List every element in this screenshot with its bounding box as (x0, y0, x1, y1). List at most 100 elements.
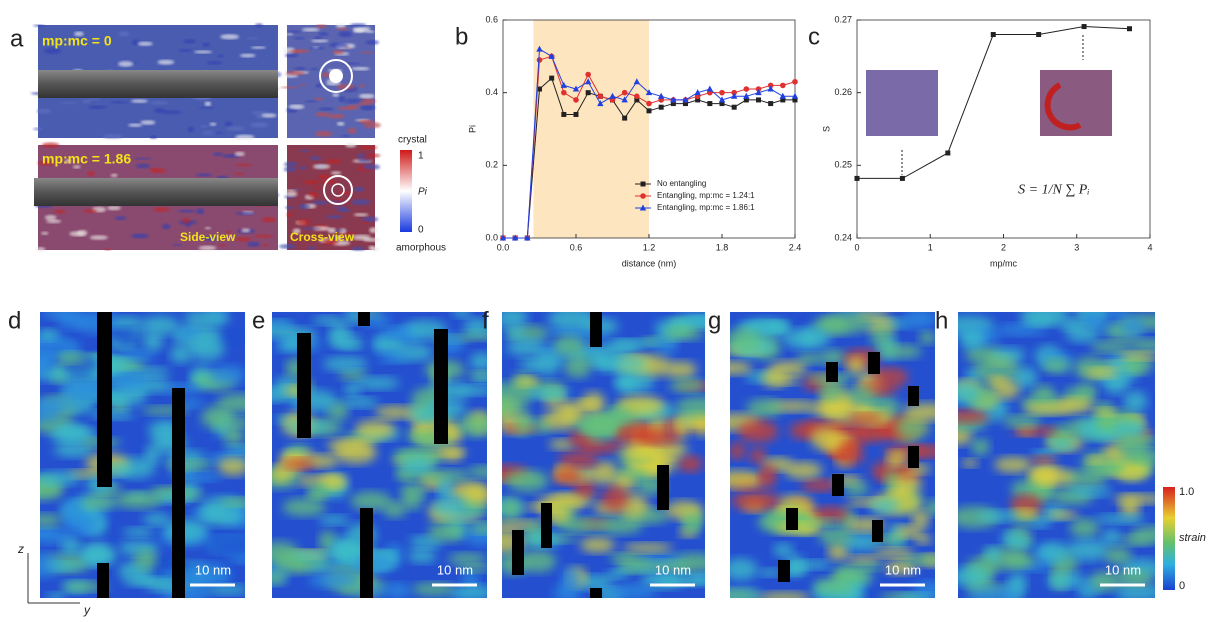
strain-blob (48, 562, 82, 571)
texture-blob (283, 166, 297, 172)
texture-blob (309, 68, 319, 71)
nanotube-block (908, 446, 919, 468)
texture-blob (339, 205, 347, 212)
strain-blob (686, 573, 705, 584)
x-tick-label: 0.0 (497, 242, 510, 252)
texture-blob (220, 34, 240, 40)
scale-bar-label: 10 nm (1105, 562, 1141, 577)
texture-blob (204, 101, 212, 107)
strain-blob (514, 376, 539, 388)
marker (670, 96, 677, 103)
strain-blob (1030, 455, 1057, 465)
inset-feature (1044, 82, 1082, 131)
panel-c-insets (866, 35, 1112, 175)
texture-blob (283, 161, 298, 167)
texture-blob (118, 61, 134, 67)
texture-blob (72, 165, 81, 169)
strain-map (730, 312, 935, 598)
texture-blob (132, 39, 140, 46)
strain-blob (758, 592, 811, 598)
marker (1081, 24, 1087, 30)
texture-blob (212, 152, 223, 157)
strain-blob (1089, 340, 1134, 353)
marker (743, 97, 749, 103)
texture-blob (318, 32, 329, 36)
nanotube-block (358, 312, 370, 326)
texture-blob (110, 173, 118, 178)
strain-blob (1010, 494, 1043, 514)
strain-map (272, 312, 487, 598)
strain-blob (350, 491, 392, 511)
marker (731, 104, 737, 110)
strain-blob (873, 548, 915, 558)
texture-blob (338, 31, 353, 37)
marker (646, 108, 652, 114)
strain-blob (1094, 408, 1117, 417)
texture-blob (88, 105, 107, 110)
x-tick-label: 1.2 (643, 242, 656, 252)
strain-blob (312, 315, 344, 326)
strain-maps: 10 nm 10 nm 10 nm 10 nm 10 nm (40, 312, 1155, 598)
strain-blob (291, 551, 336, 561)
strain-blob (527, 387, 571, 400)
strain-blob (61, 381, 108, 398)
texture-blob (326, 159, 341, 164)
strain-blob (1112, 584, 1155, 598)
strain-blob (422, 469, 471, 483)
marker (634, 97, 640, 103)
strain-blob (1102, 529, 1122, 546)
strain-blob (675, 396, 705, 418)
strain-blob (914, 534, 932, 545)
texture-blob (74, 31, 84, 37)
strain-blob (468, 522, 487, 534)
strain-blob (201, 405, 236, 430)
strain-blob (976, 510, 1020, 523)
nanotube-block (657, 465, 669, 510)
strain-blob (110, 373, 147, 391)
texture-blob (323, 239, 339, 245)
texture-blob (318, 174, 331, 180)
nanotube-block (360, 508, 373, 598)
strain-blob (556, 400, 586, 421)
strain-blob (806, 518, 843, 527)
strain-blob (459, 564, 487, 573)
texture-blob (224, 121, 233, 127)
marker (695, 97, 701, 103)
texture-blob (278, 244, 297, 249)
strain-blob (1119, 351, 1155, 361)
texture-blob (363, 153, 381, 158)
marker (573, 111, 579, 117)
texture-blob (226, 126, 245, 131)
strain-blob (61, 500, 86, 521)
strain-blob (400, 456, 434, 474)
texture-blob (250, 122, 269, 128)
strain-blob (331, 536, 357, 561)
texture-blob (157, 59, 175, 65)
marker (730, 92, 738, 99)
strain-blob (282, 498, 326, 517)
texture-blob (358, 84, 366, 88)
marker (779, 92, 787, 99)
marker (657, 92, 665, 99)
texture-blob (368, 245, 376, 251)
x-tick-label: 1 (928, 242, 933, 252)
marker (755, 89, 762, 96)
strain-blob (1048, 440, 1076, 450)
texture-blob (41, 231, 49, 235)
strain-blob (884, 560, 917, 575)
strain-blob (607, 584, 658, 598)
strain-blob (870, 367, 909, 387)
strain-blob (894, 525, 924, 538)
marker (524, 234, 531, 241)
texture-blob (178, 48, 193, 52)
texture-blob (83, 209, 98, 214)
strain-blob (1029, 480, 1052, 502)
strain-blob (691, 412, 705, 436)
strain-blob (594, 516, 643, 535)
texture-blob (327, 227, 337, 234)
view-label: Side-view (180, 230, 236, 244)
texture-blob (36, 108, 52, 114)
texture-blob (196, 208, 205, 215)
panel-a: mp:mc = 0 mp:mc = 1.86 Side-view Cross-v… (30, 23, 446, 254)
